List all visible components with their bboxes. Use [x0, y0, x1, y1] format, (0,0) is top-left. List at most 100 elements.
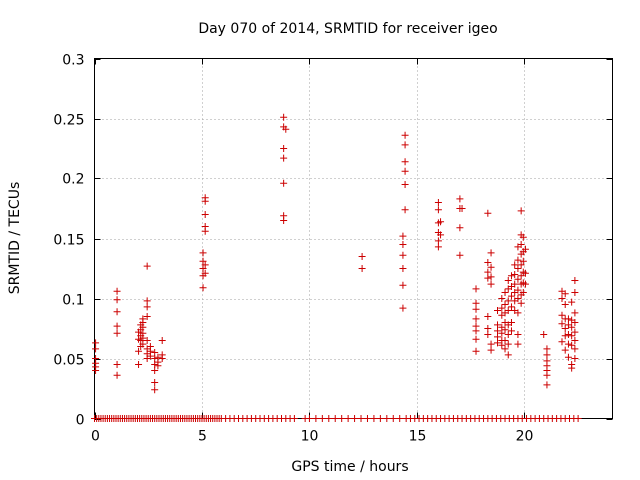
- data-point: [199, 257, 207, 265]
- data-point: [501, 345, 509, 353]
- data-point-zero: [370, 415, 378, 422]
- data-point: [135, 347, 143, 355]
- data-point: [558, 295, 566, 302]
- data-point: [494, 339, 502, 347]
- data-point: [401, 131, 409, 139]
- data-point: [401, 167, 409, 175]
- data-point: [434, 206, 442, 214]
- data-point: [199, 284, 207, 292]
- data-point: [543, 345, 551, 353]
- data-point: [282, 125, 290, 133]
- data-point: [511, 271, 519, 278]
- data-point: [507, 327, 515, 335]
- data-point: [201, 197, 209, 205]
- data-point: [517, 241, 525, 248]
- data-point: [151, 379, 159, 386]
- y-tick-label: 0.1: [62, 293, 84, 309]
- data-point: [504, 340, 512, 348]
- data-point-zero: [574, 415, 582, 422]
- data-point: [201, 211, 209, 218]
- data-point: [568, 332, 576, 340]
- data-point: [540, 331, 548, 338]
- data-point: [143, 313, 151, 320]
- data-point: [504, 331, 512, 338]
- gridlines: [94, 58, 613, 419]
- data-point-zero: [357, 415, 365, 422]
- data-point: [487, 263, 495, 271]
- data-point: [514, 256, 522, 264]
- data-point-zero: [344, 415, 352, 422]
- y-tick-label: 0.2: [62, 172, 84, 188]
- data-point: [437, 231, 445, 239]
- data-point: [571, 289, 579, 296]
- data-point: [434, 243, 442, 251]
- data-point: [434, 237, 442, 245]
- data-point: [517, 299, 525, 307]
- data-point: [568, 323, 576, 331]
- data-point: [514, 331, 522, 338]
- data-point: [280, 179, 288, 187]
- data-point: [543, 351, 551, 359]
- data-point: [517, 261, 525, 269]
- data-point: [456, 251, 464, 259]
- data-point: [514, 340, 522, 348]
- data-point: [564, 353, 572, 361]
- x-tick-label: 5: [198, 429, 207, 445]
- data-point: [199, 249, 207, 257]
- y-tick-label: 0.05: [53, 353, 84, 369]
- axis-ticks: 0 0.05 0.1 0.15 0.2 0.25 0.3 0 5 10 15 20: [53, 53, 613, 445]
- data-point-zero: [383, 415, 391, 422]
- data-point: [487, 340, 495, 348]
- data-point: [561, 301, 569, 308]
- data-point-zero: [325, 415, 333, 422]
- data-point: [358, 253, 366, 260]
- data-point: [280, 154, 288, 162]
- y-tick-label: 0.25: [53, 113, 84, 129]
- data-point: [571, 277, 579, 284]
- data-point-zero: [331, 415, 339, 422]
- data-point: [280, 217, 288, 224]
- data-point: [139, 334, 147, 342]
- data-point: [561, 346, 569, 354]
- data-point: [519, 289, 527, 296]
- data-point: [571, 328, 579, 336]
- data-point: [487, 273, 495, 281]
- data-point-zero: [305, 415, 313, 422]
- data-point: [201, 269, 209, 277]
- y-axis-label: SRMTID / TECUs: [7, 182, 23, 295]
- data-point: [521, 245, 529, 253]
- data-point-zero: [396, 415, 404, 422]
- data-point: [434, 199, 442, 206]
- data-point: [456, 195, 464, 203]
- data-point: [494, 321, 502, 329]
- data-point: [399, 241, 407, 248]
- chart-title: Day 070 of 2014, SRMTID for receiver ige…: [198, 21, 497, 37]
- data-point-zero: [312, 415, 320, 422]
- data-point: [472, 335, 480, 343]
- data-point: [280, 145, 288, 152]
- data-point: [113, 371, 121, 379]
- data-point: [484, 209, 492, 217]
- data-point-zero: [363, 415, 371, 422]
- data-point: [113, 322, 121, 330]
- data-point: [151, 355, 159, 362]
- data-point: [514, 309, 522, 317]
- data-point: [472, 285, 480, 293]
- data-point: [498, 329, 506, 337]
- data-point: [484, 259, 492, 266]
- data-point: [92, 345, 100, 353]
- data-point: [543, 371, 551, 379]
- data-point: [504, 277, 512, 284]
- data-point: [92, 339, 100, 347]
- data-point: [564, 331, 572, 338]
- data-point-zero: [376, 415, 384, 422]
- data-point: [507, 319, 515, 326]
- x-axis-label: GPS time / hours: [291, 459, 408, 475]
- data-point: [487, 280, 495, 288]
- data-point: [514, 275, 522, 283]
- x-tick-label: 20: [516, 429, 534, 445]
- data-point: [568, 364, 576, 372]
- data-point: [519, 257, 527, 265]
- data-point: [487, 249, 495, 257]
